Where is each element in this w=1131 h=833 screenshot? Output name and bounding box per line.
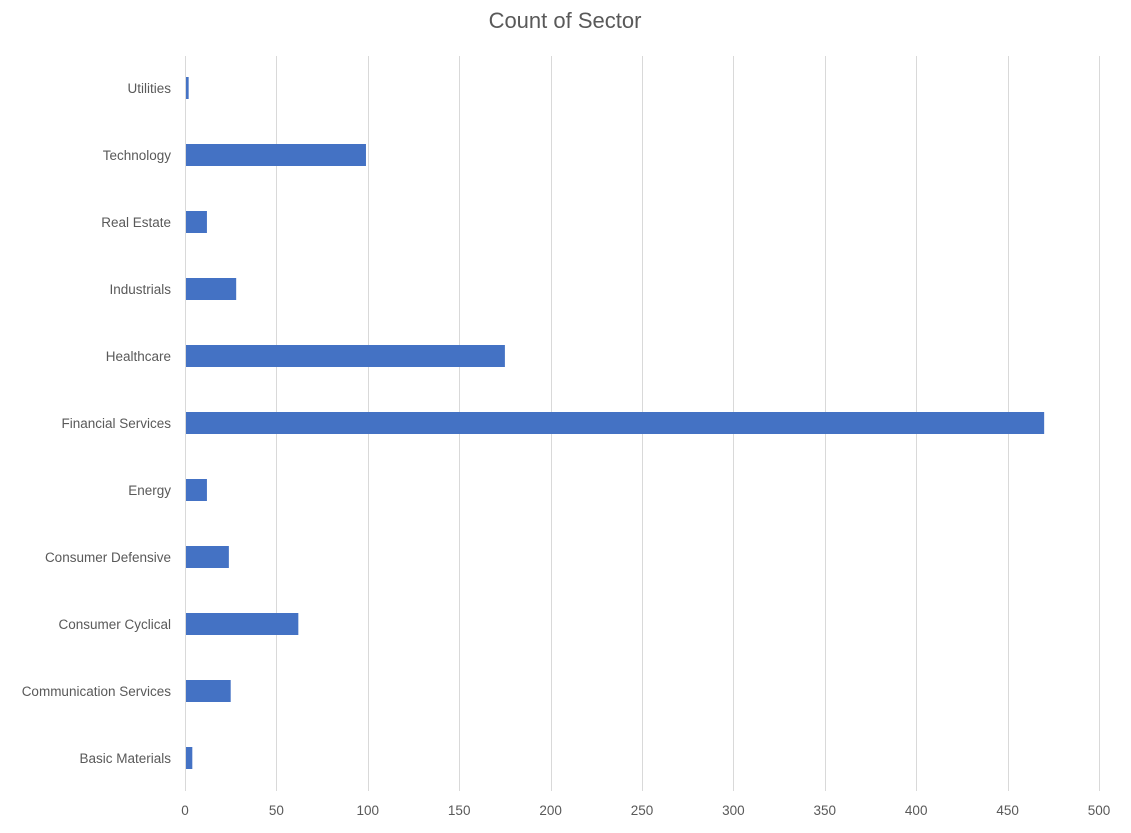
bar xyxy=(186,412,1045,434)
bar xyxy=(186,613,299,635)
category-label: Real Estate xyxy=(101,215,171,230)
category-label: Energy xyxy=(128,483,171,498)
bar xyxy=(186,77,189,99)
chart-title: Count of Sector xyxy=(489,8,642,33)
category-label: Basic Materials xyxy=(79,751,171,766)
category-label: Consumer Cyclical xyxy=(58,617,171,632)
bar xyxy=(186,345,505,367)
x-tick-label: 350 xyxy=(814,803,837,818)
category-label: Financial Services xyxy=(61,416,171,431)
x-tick-label: 500 xyxy=(1088,803,1111,818)
category-label: Healthcare xyxy=(106,349,171,364)
bars xyxy=(186,77,1045,769)
category-label: Technology xyxy=(103,148,172,163)
bar xyxy=(186,680,231,702)
bar xyxy=(186,479,207,501)
category-label: Consumer Defensive xyxy=(45,550,171,565)
bar xyxy=(186,211,207,233)
category-labels: Basic Materials Communication Services Con… xyxy=(22,81,172,766)
x-tick-label: 200 xyxy=(539,803,562,818)
category-label: Industrials xyxy=(109,282,171,297)
x-tick-label: 0 xyxy=(181,803,189,818)
x-tick-label: 450 xyxy=(996,803,1019,818)
category-label: Communication Services xyxy=(22,684,172,699)
bar xyxy=(186,747,193,769)
x-tick-label: 50 xyxy=(269,803,284,818)
x-tick-label: 100 xyxy=(357,803,380,818)
x-tick-label: 300 xyxy=(722,803,745,818)
bar xyxy=(186,144,366,166)
x-tick-label: 150 xyxy=(448,803,471,818)
x-tick-label: 250 xyxy=(631,803,654,818)
x-tick-label: 400 xyxy=(905,803,928,818)
bar xyxy=(186,546,229,568)
x-tick-labels: 0 50 100 150 200 250 300 350 400 450 500 xyxy=(181,803,1110,818)
category-label: Utilities xyxy=(127,81,171,96)
bar xyxy=(186,278,237,300)
